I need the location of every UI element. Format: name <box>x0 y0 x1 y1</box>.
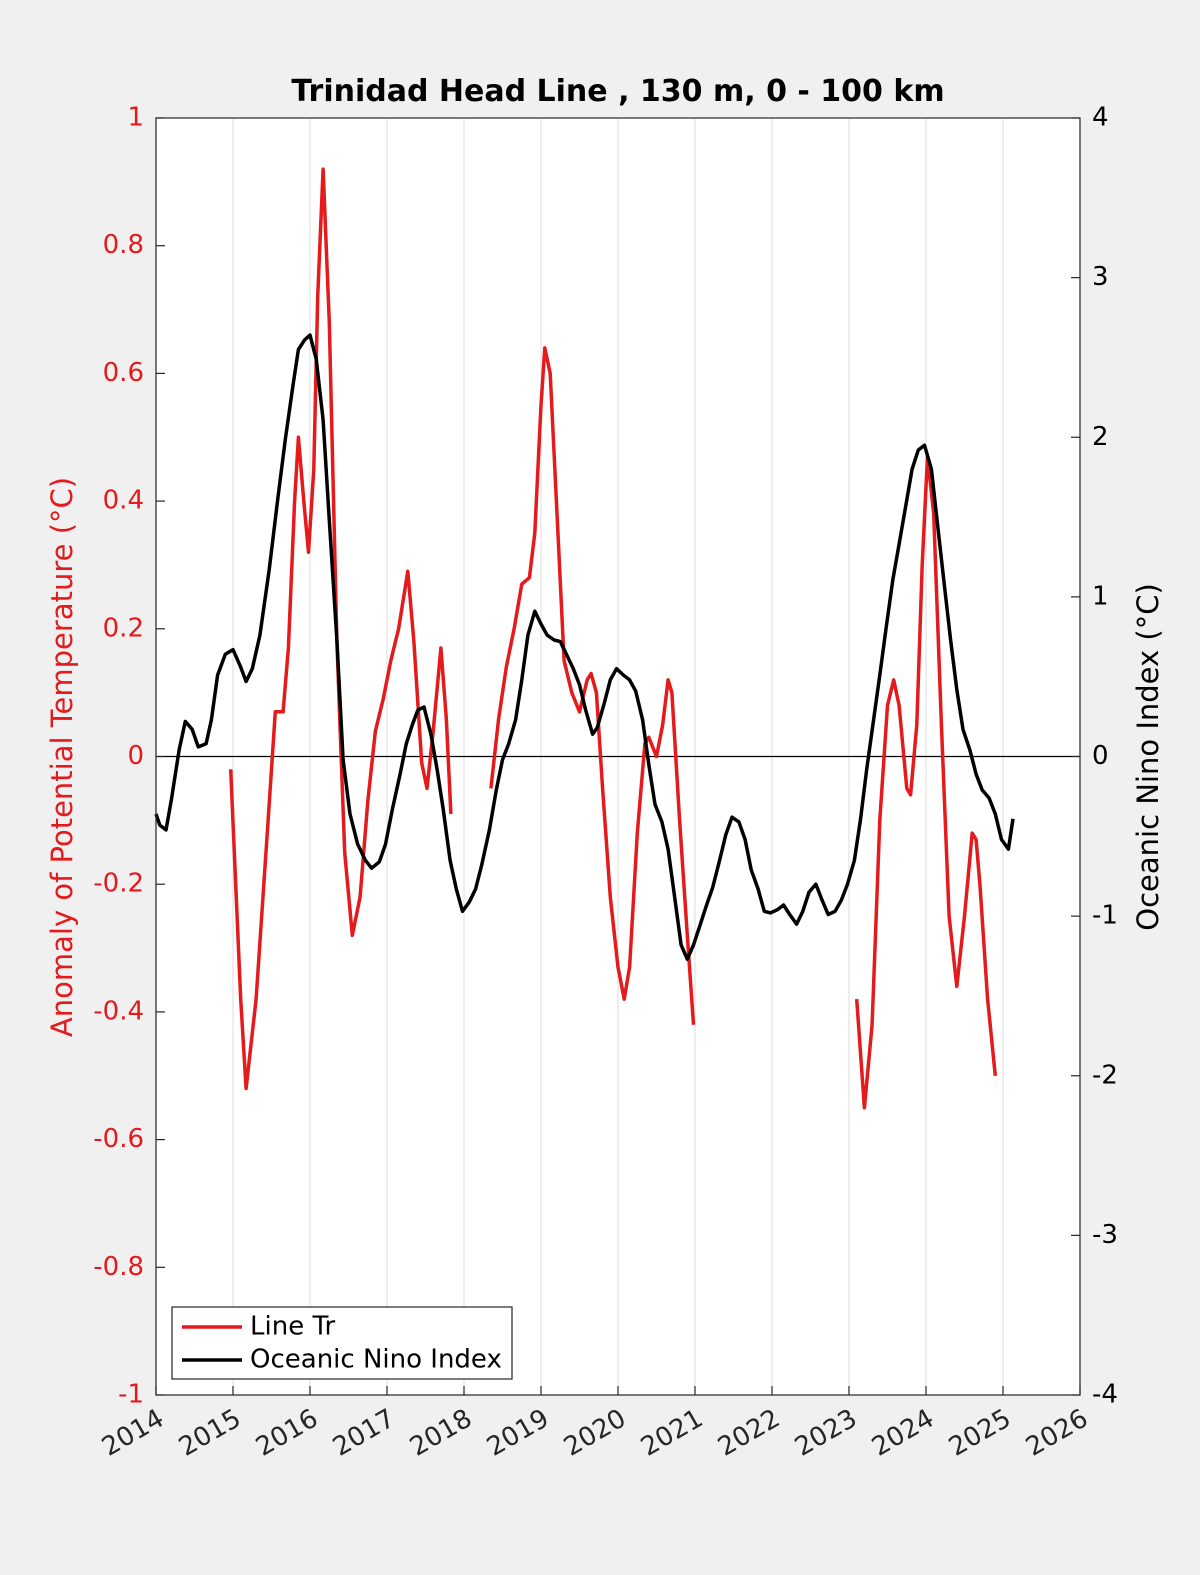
lines <box>154 167 1015 1110</box>
legend-label: Line Tr <box>250 1312 336 1342</box>
y2-tick-label: 2 <box>1092 422 1109 452</box>
y2-tick-label: 0 <box>1092 741 1109 771</box>
y2-tick-label: -1 <box>1092 901 1118 931</box>
y-tick-label: -0.4 <box>93 996 144 1026</box>
y2-tick-label: -3 <box>1092 1220 1118 1250</box>
y-tick-label: -0.2 <box>93 869 144 899</box>
y-tick-label: -0.6 <box>93 1124 144 1154</box>
y-axis-label: Anomaly of Potential Temperature (°C) <box>45 477 79 1037</box>
y-tick-label: 0.6 <box>103 358 144 388</box>
y-tick-label: 0.4 <box>103 486 144 516</box>
y2-tick-label: 3 <box>1092 262 1109 292</box>
y2-tick-label: -4 <box>1092 1380 1118 1410</box>
y-tick-label: -0.8 <box>93 1252 144 1282</box>
y2-tick-label: -2 <box>1092 1060 1118 1090</box>
y-tick-label: 1 <box>127 103 144 133</box>
plot-frame <box>155 117 1081 1396</box>
legend-box <box>171 1306 513 1380</box>
chart-title: Trinidad Head Line , 130 m, 0 - 100 km <box>291 74 944 109</box>
line-series <box>154 333 1015 961</box>
y-tick-label: 0.2 <box>103 613 144 643</box>
y2-axis-label: Oceanic Nino Index (°C) <box>1131 583 1165 931</box>
y2-tick-label: 1 <box>1092 581 1109 611</box>
y-tick-label: 0 <box>127 741 144 771</box>
y-tick-label: 0.8 <box>103 230 144 260</box>
y2-tick-label: 4 <box>1092 103 1109 133</box>
legend-label: Oceanic Nino Index <box>250 1345 502 1375</box>
y-tick-label: -1 <box>118 1380 144 1410</box>
